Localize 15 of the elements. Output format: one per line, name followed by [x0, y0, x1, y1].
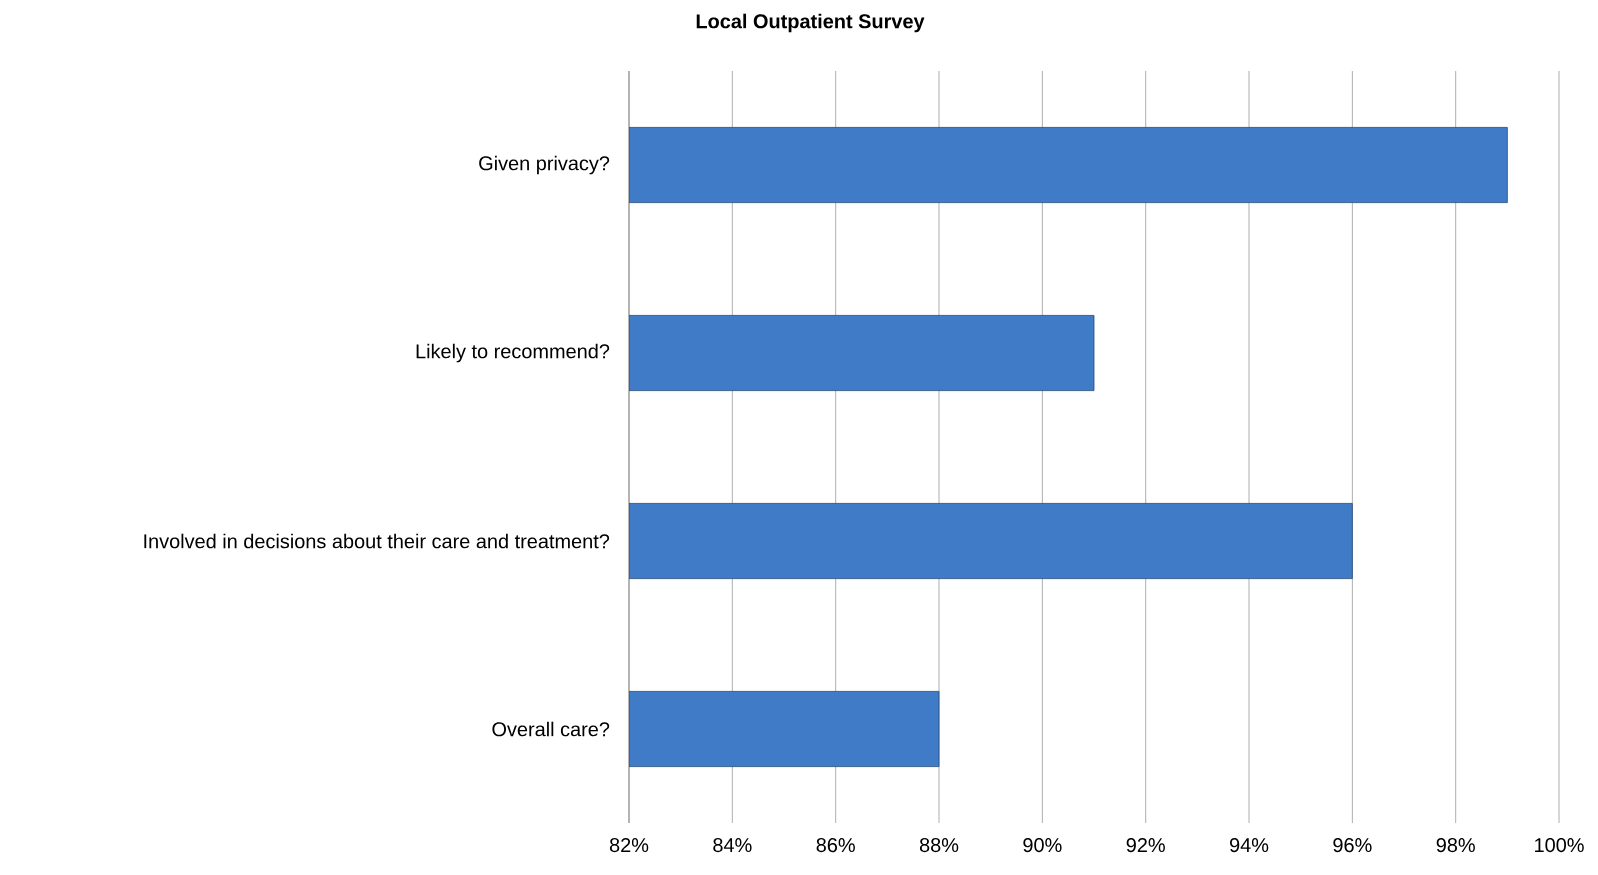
y-tick-label: Likely to recommend? [416, 343, 610, 363]
y-tick-label: Overall care? [492, 721, 610, 737]
x-tick-label: 92% [1126, 838, 1165, 853]
x-tick-label: 88% [919, 838, 959, 853]
y-tick-label: Given privacy? [479, 155, 610, 175]
x-tick-label: 82% [609, 838, 649, 853]
x-tick-label: 98% [1436, 838, 1475, 853]
x-tick-label: 100% [1535, 838, 1584, 853]
chart-title: Local Outpatient Survey [696, 13, 925, 33]
x-tick-label: 84% [713, 838, 752, 853]
x-tick-label: 96% [1333, 838, 1372, 853]
x-tick-label: 86% [816, 838, 855, 853]
x-tick-label: 94% [1230, 838, 1269, 853]
y-tick-label: Involved in decisions about their care and treatment? [144, 533, 610, 549]
x-tick-label: 90% [1023, 838, 1062, 853]
